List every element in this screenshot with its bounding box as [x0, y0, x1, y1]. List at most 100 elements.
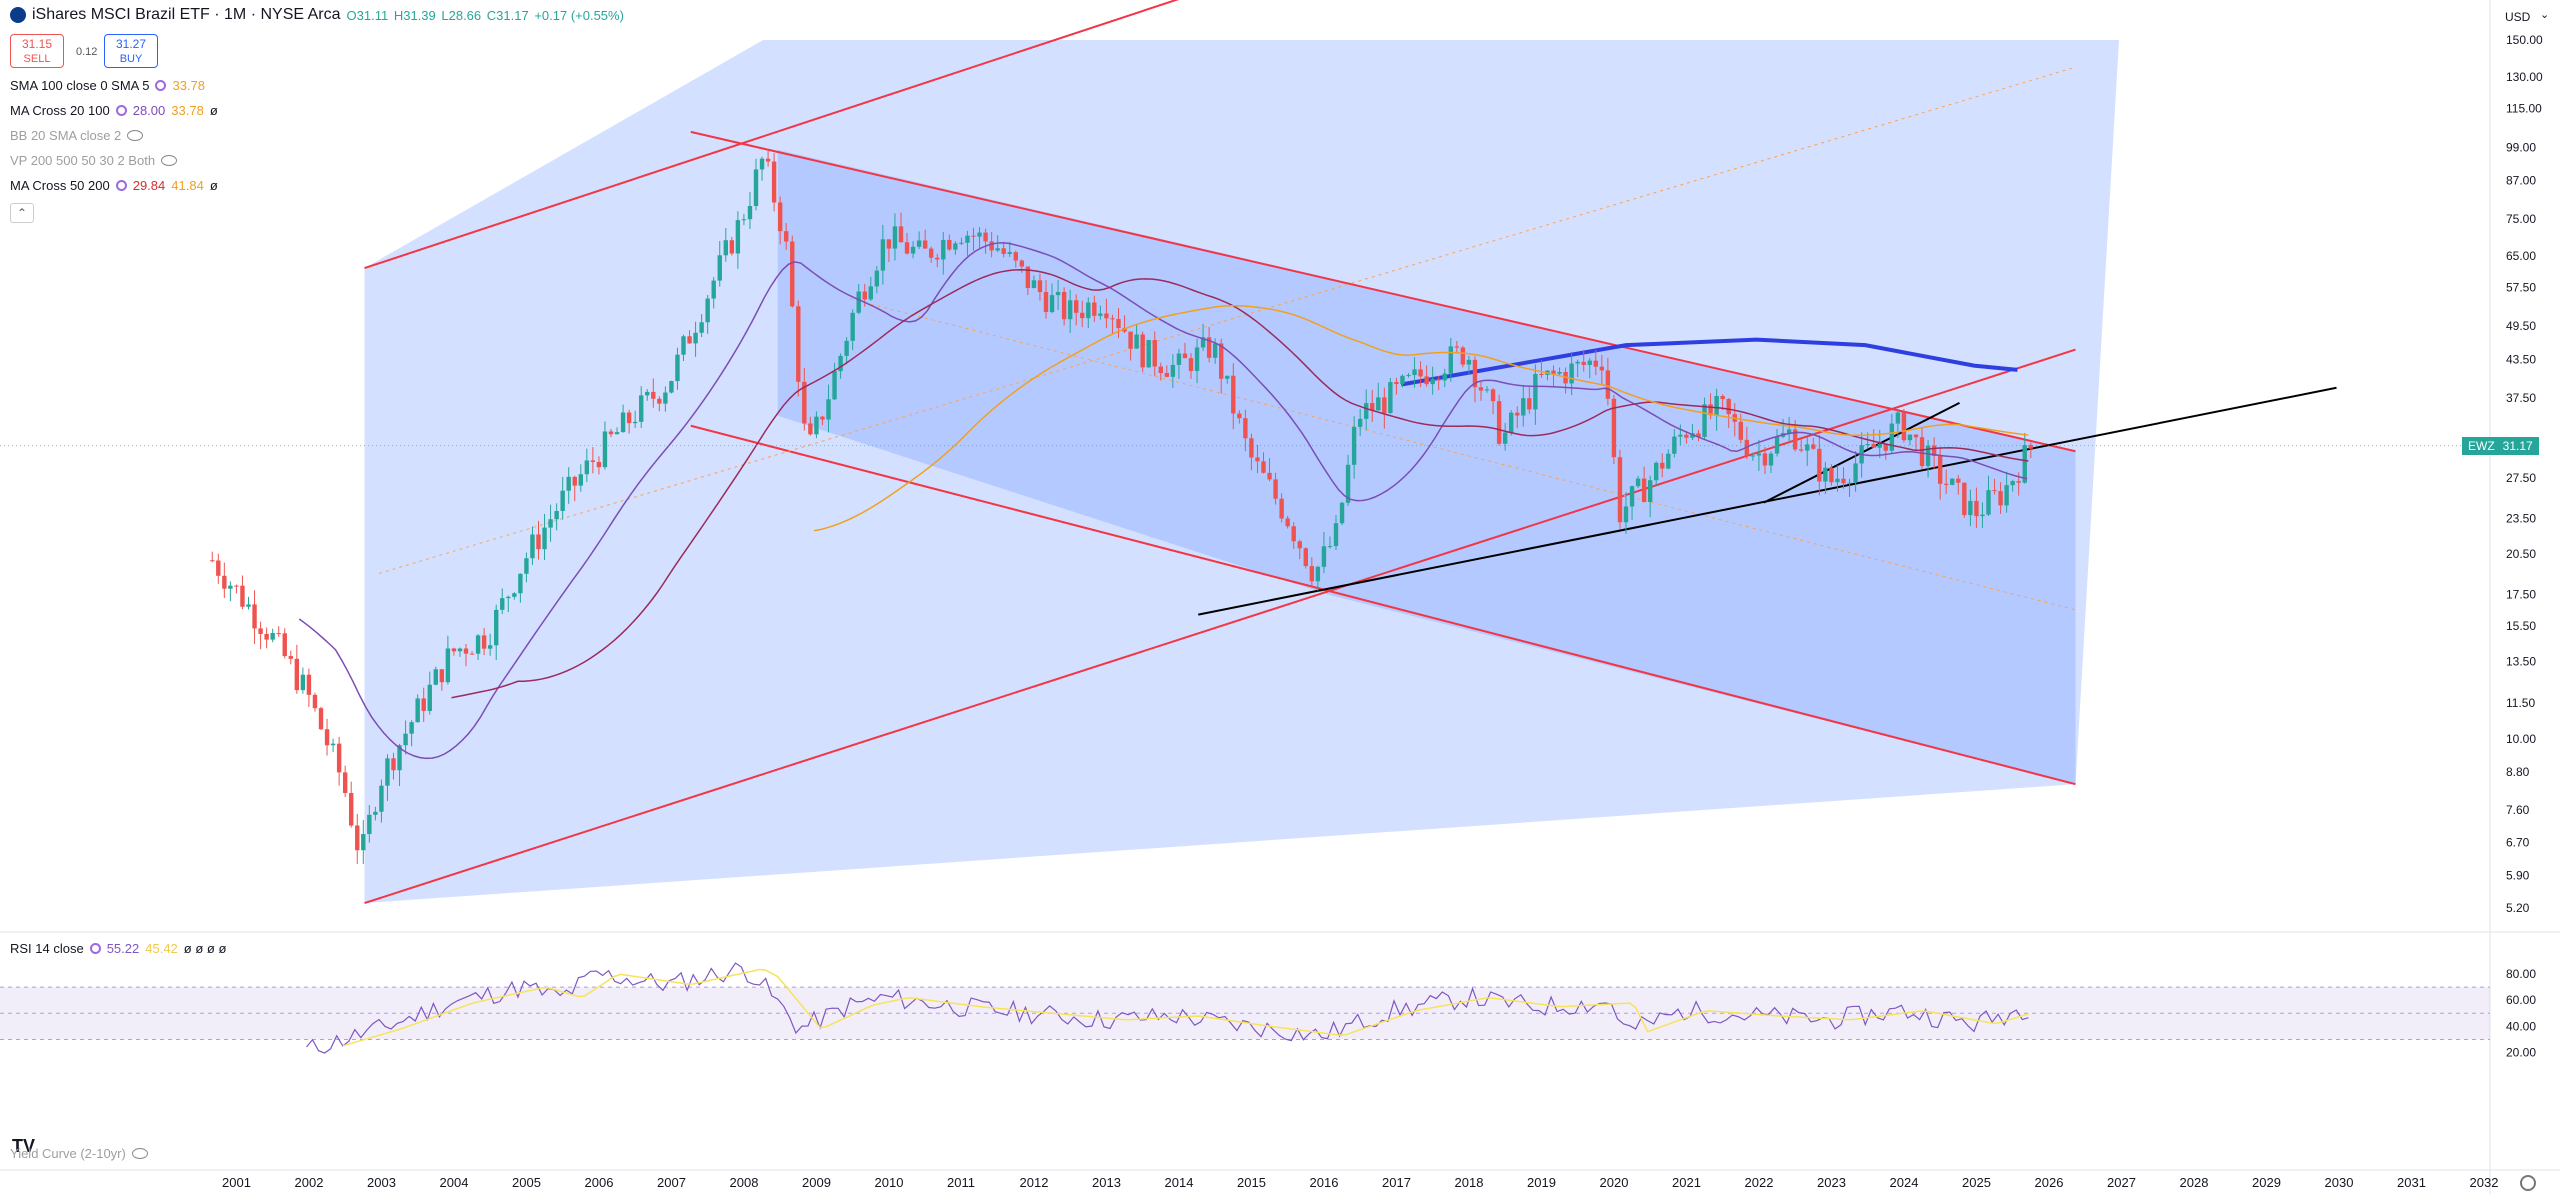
collapse-legend-button[interactable]: ⌃ [10, 203, 34, 223]
candle-body [717, 255, 722, 281]
yield-curve-legend[interactable]: Yield Curve (2-10yr) [10, 1146, 148, 1161]
candle-body [312, 694, 318, 709]
candle-body [1382, 397, 1387, 413]
rsi-legend[interactable]: RSI 14 close 55.22 45.42 ø ø ø ø [10, 941, 226, 956]
candle-body [222, 575, 227, 589]
candle-body [929, 248, 934, 258]
candle-body [506, 596, 511, 599]
candle-body [367, 814, 372, 835]
candle-body [1049, 295, 1055, 313]
candle-body [1841, 478, 1846, 484]
rsi-ma-value: 45.42 [145, 941, 178, 956]
candle-body [1913, 434, 1919, 438]
candle-body [216, 560, 221, 576]
ma200-line [1400, 337, 2018, 387]
hidden-eye-icon[interactable] [161, 155, 178, 166]
time-tick-label: 2024 [1890, 1175, 1919, 1190]
currency-label[interactable]: USD [2505, 10, 2531, 24]
candle-body [1188, 358, 1194, 371]
candle-body [1581, 361, 1586, 365]
symbol-title[interactable]: iShares MSCI Brazil ETF · 1M · NYSE Arca [32, 6, 341, 23]
candle-body [1599, 366, 1605, 371]
buy-button[interactable]: 31.27 BUY [104, 34, 158, 68]
rsi-band [0, 987, 2490, 1040]
candle-body [246, 604, 251, 607]
candle-body [1551, 370, 1556, 374]
hidden-eye-icon[interactable] [131, 1148, 148, 1159]
candle-body [675, 354, 680, 382]
candle-body [1768, 453, 1774, 466]
low-value: L28.66 [441, 7, 482, 23]
candle-body [590, 460, 596, 462]
candle-body [336, 743, 342, 773]
candle-body [355, 825, 360, 851]
price-tick-label: 5.90 [2506, 868, 2530, 882]
candle-body [790, 241, 795, 307]
settings-gear-icon[interactable] [2520, 1175, 2536, 1191]
candle-body [1496, 401, 1502, 444]
candle-body [252, 604, 257, 629]
indicator-row[interactable]: BB 20 SMA close 2 [10, 128, 144, 143]
candle-body [530, 534, 535, 559]
ticker-symbol: EWZ [2468, 439, 2495, 453]
candle-body [1370, 403, 1375, 411]
sell-label: SELL [23, 53, 51, 65]
candle-body [427, 684, 432, 711]
candle-body [1557, 371, 1562, 374]
rsi-tick-label: 60.00 [2506, 993, 2536, 1007]
candle-body [1817, 448, 1822, 482]
candle-body [1291, 526, 1296, 542]
time-tick-label: 2025 [1962, 1175, 1991, 1190]
candle-body [1357, 418, 1363, 427]
candle-body [294, 658, 300, 691]
time-tick-label: 2026 [2035, 1175, 2064, 1190]
indicator-row[interactable]: SMA 100 close 0 SMA 5 33.78 [10, 78, 205, 93]
hidden-eye-icon[interactable] [127, 130, 144, 141]
currency-dropdown-icon[interactable]: ⌄ [2540, 9, 2550, 21]
settings-icon[interactable] [115, 105, 127, 116]
candle-body [1478, 387, 1484, 391]
candle-body [1829, 467, 1834, 483]
candle-body [342, 772, 348, 793]
candle-body [1074, 300, 1079, 313]
candle-body [784, 231, 789, 242]
settings-icon[interactable] [155, 80, 167, 91]
time-tick-label: 2022 [1745, 1175, 1774, 1190]
candle-body [1672, 436, 1677, 454]
candle-body [1067, 300, 1073, 320]
candle-body [518, 573, 523, 594]
candle-body [838, 355, 843, 372]
candle-body [409, 722, 414, 734]
candle-body [904, 242, 910, 254]
candle-body [1394, 382, 1399, 385]
candle-body [1086, 302, 1091, 319]
indicator-value: 29.84 [132, 178, 166, 193]
price-tick-label: 150.00 [2506, 33, 2543, 47]
indicator-row[interactable]: MA Cross 20 100 28.00 33.78 ø [10, 103, 218, 118]
candle-body [1110, 318, 1115, 320]
sell-button[interactable]: 31.15 SELL [10, 34, 64, 68]
price-tick-label: 5.20 [2506, 901, 2530, 915]
indicator-row[interactable]: VP 200 500 50 30 2 Both [10, 153, 178, 168]
chart-header: iShares MSCI Brazil ETF · 1M · NYSE Arca… [10, 6, 626, 24]
candle-body [639, 395, 644, 422]
candle-body [548, 519, 553, 528]
candle-body [1297, 541, 1302, 549]
sma100-line [813, 304, 2029, 532]
channel-descending-lower-line [690, 424, 2076, 786]
ticker-price: 31.17 [2502, 439, 2533, 453]
price-tick-label: 10.00 [2506, 732, 2536, 746]
rsi-tick-label: 20.00 [2506, 1046, 2536, 1060]
candle-body [1931, 445, 1937, 456]
candle-body [862, 291, 867, 300]
candle-body [820, 416, 825, 420]
candle-body [941, 239, 946, 260]
candle-body [1907, 434, 1913, 441]
settings-icon[interactable] [115, 180, 127, 191]
indicator-row[interactable]: MA Cross 50 200 29.84 41.84 ø [10, 178, 218, 193]
time-tick-label: 2017 [1382, 1175, 1411, 1190]
candle-body [850, 312, 855, 341]
candle-body [959, 242, 964, 244]
candle-body [1998, 491, 2003, 506]
